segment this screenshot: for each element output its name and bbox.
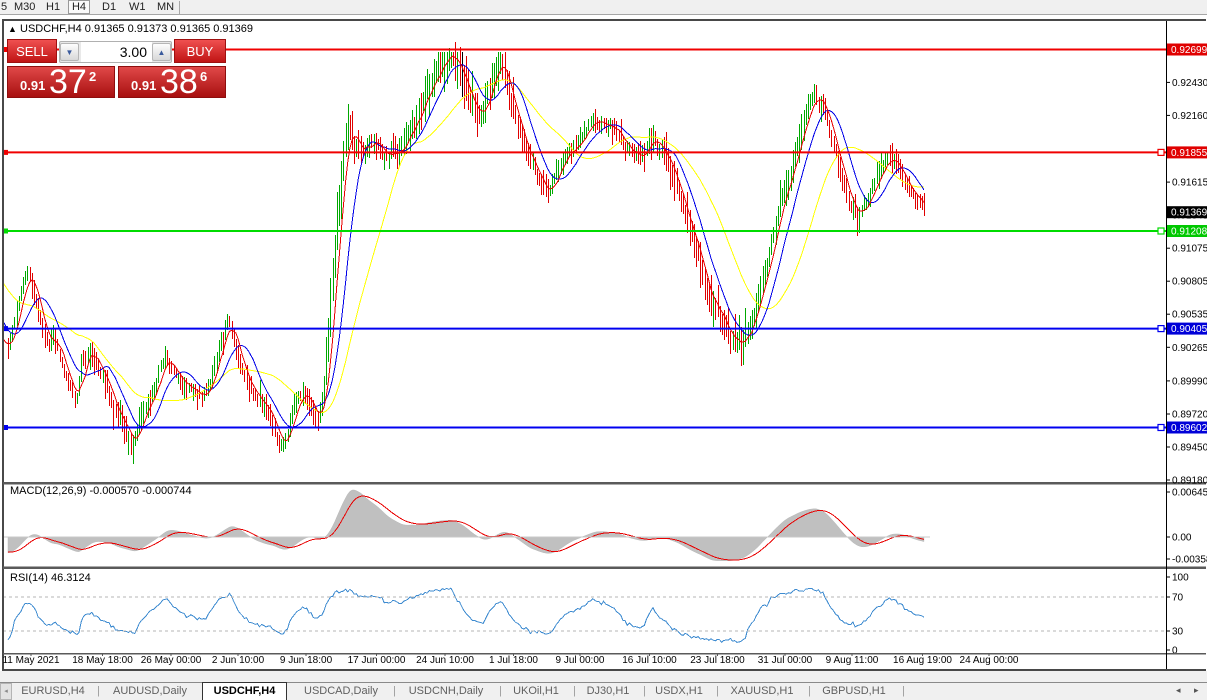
svg-text:MACD(12,26,9) -0.000570 -0.000: MACD(12,26,9) -0.000570 -0.000744 [10, 485, 192, 497]
svg-text:16 Aug 19:00: 16 Aug 19:00 [893, 655, 952, 666]
svg-text:9 Aug 11:00: 9 Aug 11:00 [826, 655, 879, 666]
svg-text:0.92699: 0.92699 [1171, 45, 1207, 56]
svg-text:0.91615: 0.91615 [1172, 178, 1207, 189]
svg-text:0.92430: 0.92430 [1172, 78, 1207, 89]
svg-text:0.89180: 0.89180 [1172, 476, 1207, 487]
svg-text:0.91369: 0.91369 [1171, 208, 1207, 219]
svg-text:RSI(14) 46.3124: RSI(14) 46.3124 [10, 572, 91, 584]
svg-text:9 Jul 00:00: 9 Jul 00:00 [556, 655, 605, 666]
svg-text:17 Jun 00:00: 17 Jun 00:00 [348, 655, 406, 666]
svg-text:0.006455: 0.006455 [1172, 488, 1207, 499]
svg-text:100: 100 [1172, 573, 1189, 584]
svg-text:0.91075: 0.91075 [1172, 244, 1207, 255]
svg-text:0.90805: 0.90805 [1172, 277, 1207, 288]
svg-text:11 May 2021: 11 May 2021 [2, 655, 60, 666]
svg-text:▲: ▲ [8, 24, 17, 34]
svg-text:18 May 18:00: 18 May 18:00 [72, 655, 133, 666]
svg-text:0.89990: 0.89990 [1172, 376, 1207, 387]
svg-text:USDCHF,H4 0.91365 0.91373 0.9: USDCHF,H4 0.91365 0.91373 0.91365 0.9136… [20, 23, 253, 35]
svg-text:0.90265: 0.90265 [1172, 343, 1207, 354]
svg-text:24 Aug 00:00: 24 Aug 00:00 [960, 655, 1019, 666]
svg-text:26 May 00:00: 26 May 00:00 [141, 655, 202, 666]
svg-text:70: 70 [1172, 593, 1184, 604]
svg-text:30: 30 [1172, 627, 1184, 638]
svg-text:24 Jun 10:00: 24 Jun 10:00 [416, 655, 474, 666]
svg-text:23 Jul 18:00: 23 Jul 18:00 [690, 655, 745, 666]
svg-text:0.89450: 0.89450 [1172, 443, 1207, 454]
svg-text:0.91855: 0.91855 [1171, 148, 1207, 159]
svg-text:0: 0 [1172, 646, 1178, 657]
svg-text:-0.003585: -0.003585 [1172, 555, 1207, 566]
svg-text:31 Jul 00:00: 31 Jul 00:00 [758, 655, 813, 666]
svg-text:0.89720: 0.89720 [1172, 410, 1207, 421]
svg-text:16 Jul 10:00: 16 Jul 10:00 [622, 655, 677, 666]
svg-text:0.89602: 0.89602 [1171, 423, 1207, 434]
svg-text:0.90405: 0.90405 [1171, 324, 1207, 335]
svg-text:0.92160: 0.92160 [1172, 111, 1207, 122]
svg-text:2 Jun 10:00: 2 Jun 10:00 [212, 655, 265, 666]
svg-text:0.90535: 0.90535 [1172, 310, 1207, 321]
svg-text:9 Jun 18:00: 9 Jun 18:00 [280, 655, 333, 666]
svg-text:0.91208: 0.91208 [1171, 227, 1207, 238]
svg-text:1 Jul 18:00: 1 Jul 18:00 [489, 655, 538, 666]
svg-text:0.00: 0.00 [1172, 533, 1192, 544]
